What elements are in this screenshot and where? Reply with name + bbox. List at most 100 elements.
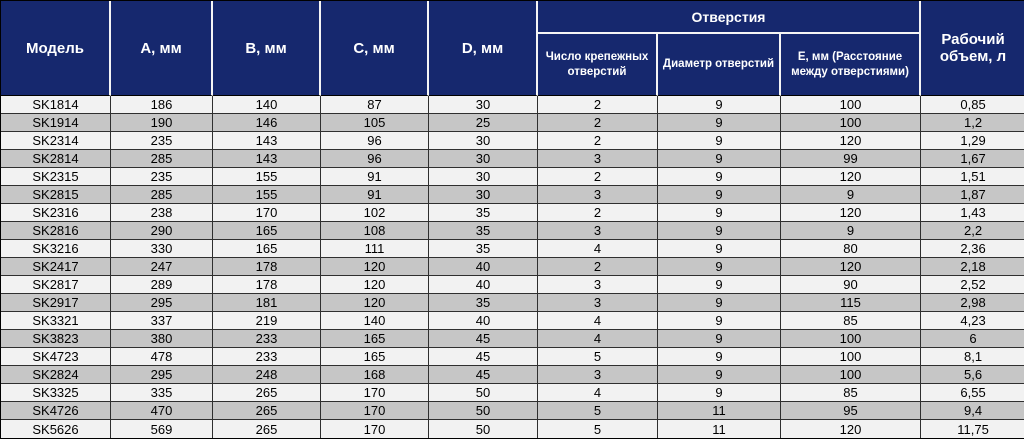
- cell-hole-diameter: 9: [658, 258, 781, 276]
- cell-b: 181: [213, 294, 321, 312]
- cell-d: 50: [429, 402, 538, 420]
- cell-model: SK2314: [1, 132, 111, 150]
- header-e-distance: Е, мм (Расстояние между отверстиями): [781, 34, 922, 96]
- cell-model: SK2417: [1, 258, 111, 276]
- cell-holes-count: 3: [538, 294, 658, 312]
- cell-e-distance: 100: [781, 114, 922, 132]
- table-row: SK2824 295 248 168 45 3 9 100 5,6: [1, 366, 1024, 384]
- cell-model: SK2816: [1, 222, 111, 240]
- cell-e-distance: 100: [781, 366, 922, 384]
- table-row: SK1814 186 140 87 30 2 9 100 0,85: [1, 96, 1024, 114]
- table-row: SK2316 238 170 102 35 2 9 120 1,43: [1, 204, 1024, 222]
- cell-holes-count: 2: [538, 168, 658, 186]
- cell-e-distance: 99: [781, 150, 922, 168]
- cell-a: 337: [111, 312, 213, 330]
- cell-model: SK3823: [1, 330, 111, 348]
- cell-holes-count: 2: [538, 96, 658, 114]
- cell-hole-diameter: 9: [658, 330, 781, 348]
- cell-e-distance: 115: [781, 294, 922, 312]
- cell-e-distance: 120: [781, 204, 922, 222]
- cell-e-distance: 85: [781, 312, 922, 330]
- cell-a: 295: [111, 294, 213, 312]
- cell-c: 105: [321, 114, 429, 132]
- header-d-mm: D, мм: [429, 1, 538, 96]
- cell-hole-diameter: 11: [658, 402, 781, 420]
- cell-d: 30: [429, 96, 538, 114]
- cell-model: SK1914: [1, 114, 111, 132]
- table-row: SK2816 290 165 108 35 3 9 9 2,2: [1, 222, 1024, 240]
- cell-volume: 4,23: [921, 312, 1024, 330]
- cell-hole-diameter: 9: [658, 168, 781, 186]
- table-row: SK2817 289 178 120 40 3 9 90 2,52: [1, 276, 1024, 294]
- cell-b: 165: [213, 222, 321, 240]
- header-row-top: Модель A, мм B, мм C, мм D, мм Отверстия…: [1, 1, 1024, 96]
- cell-e-distance: 9: [781, 222, 922, 240]
- cell-b: 146: [213, 114, 321, 132]
- header-holes-count: Число крепежных отверстий: [538, 34, 658, 96]
- cell-model: SK2824: [1, 366, 111, 384]
- table-row: SK2315 235 155 91 30 2 9 120 1,51: [1, 168, 1024, 186]
- cell-volume: 5,6: [921, 366, 1024, 384]
- cell-d: 40: [429, 312, 538, 330]
- table-row: SK1914 190 146 105 25 2 9 100 1,2: [1, 114, 1024, 132]
- cell-b: 233: [213, 348, 321, 366]
- cell-hole-diameter: 11: [658, 420, 781, 438]
- table-row: SK5626 569 265 170 50 5 11 120 11,75: [1, 420, 1024, 438]
- cell-hole-diameter: 9: [658, 312, 781, 330]
- cell-e-distance: 120: [781, 420, 922, 438]
- cell-volume: 2,98: [921, 294, 1024, 312]
- cell-holes-count: 4: [538, 240, 658, 258]
- cell-c: 108: [321, 222, 429, 240]
- cell-volume: 2,18: [921, 258, 1024, 276]
- cell-volume: 2,52: [921, 276, 1024, 294]
- cell-hole-diameter: 9: [658, 276, 781, 294]
- cell-model: SK1814: [1, 96, 111, 114]
- cell-c: 165: [321, 348, 429, 366]
- cell-d: 30: [429, 168, 538, 186]
- cell-d: 35: [429, 204, 538, 222]
- cell-b: 219: [213, 312, 321, 330]
- cell-b: 265: [213, 384, 321, 402]
- cell-hole-diameter: 9: [658, 132, 781, 150]
- cell-e-distance: 100: [781, 96, 922, 114]
- cell-a: 569: [111, 420, 213, 438]
- header-working-volume: Рабочий объем, л: [921, 1, 1024, 96]
- cell-hole-diameter: 9: [658, 366, 781, 384]
- cell-volume: 0,85: [921, 96, 1024, 114]
- table-header: Модель A, мм B, мм C, мм D, мм Отверстия…: [1, 1, 1024, 96]
- cell-holes-count: 3: [538, 186, 658, 204]
- table-row: SK2314 235 143 96 30 2 9 120 1,29: [1, 132, 1024, 150]
- cell-a: 380: [111, 330, 213, 348]
- cell-volume: 6: [921, 330, 1024, 348]
- cell-b: 165: [213, 240, 321, 258]
- cell-b: 178: [213, 276, 321, 294]
- cell-d: 45: [429, 330, 538, 348]
- cell-e-distance: 100: [781, 330, 922, 348]
- cell-hole-diameter: 9: [658, 294, 781, 312]
- cell-b: 178: [213, 258, 321, 276]
- cell-a: 335: [111, 384, 213, 402]
- cell-d: 50: [429, 420, 538, 438]
- table-row: SK3321 337 219 140 40 4 9 85 4,23: [1, 312, 1024, 330]
- cell-e-distance: 95: [781, 402, 922, 420]
- cell-hole-diameter: 9: [658, 150, 781, 168]
- cell-b: 143: [213, 150, 321, 168]
- cell-hole-diameter: 9: [658, 204, 781, 222]
- cell-a: 238: [111, 204, 213, 222]
- cell-e-distance: 120: [781, 168, 922, 186]
- cell-model: SK3216: [1, 240, 111, 258]
- cell-c: 102: [321, 204, 429, 222]
- cell-holes-count: 5: [538, 348, 658, 366]
- cell-b: 248: [213, 366, 321, 384]
- cell-c: 111: [321, 240, 429, 258]
- cell-c: 91: [321, 186, 429, 204]
- cell-a: 295: [111, 366, 213, 384]
- cell-model: SK4726: [1, 402, 111, 420]
- table-row: SK2814 285 143 96 30 3 9 99 1,67: [1, 150, 1024, 168]
- cell-b: 155: [213, 186, 321, 204]
- cell-c: 170: [321, 384, 429, 402]
- cell-a: 235: [111, 132, 213, 150]
- cell-hole-diameter: 9: [658, 384, 781, 402]
- cell-d: 35: [429, 222, 538, 240]
- cell-d: 25: [429, 114, 538, 132]
